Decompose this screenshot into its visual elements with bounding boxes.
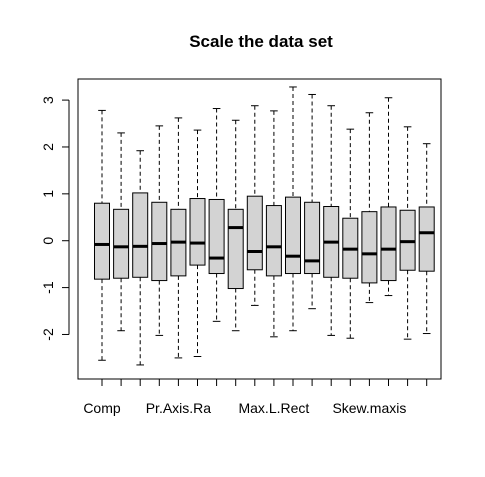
x-axis: Comp Pr.Axis.Ra Max.L.Rect Skew.maxis bbox=[83, 378, 428, 416]
box bbox=[94, 202, 110, 280]
y-tick-label: 1 bbox=[40, 190, 56, 198]
box bbox=[189, 198, 206, 266]
box bbox=[265, 205, 282, 277]
y-axis: -2 -1 0 1 2 3 bbox=[40, 96, 70, 341]
box bbox=[361, 211, 378, 284]
box-series bbox=[94, 86, 435, 366]
y-tick-label: 0 bbox=[40, 237, 56, 245]
box bbox=[304, 201, 321, 275]
box bbox=[113, 208, 130, 279]
chart-title: Scale the data set bbox=[189, 32, 333, 51]
x-tick-label: Max.L.Rect bbox=[238, 400, 309, 416]
box bbox=[132, 192, 149, 278]
box bbox=[380, 206, 397, 282]
box bbox=[208, 198, 225, 275]
box bbox=[151, 201, 168, 282]
x-tick-label: Skew.maxis bbox=[332, 400, 406, 416]
y-tick-label: -2 bbox=[40, 328, 56, 341]
x-tick-label: Pr.Axis.Ra bbox=[146, 400, 212, 416]
y-tick-label: 2 bbox=[40, 143, 56, 151]
box bbox=[285, 196, 301, 275]
y-tick-label: -1 bbox=[40, 281, 56, 294]
box bbox=[246, 195, 263, 271]
box bbox=[227, 208, 244, 290]
y-tick-label: 3 bbox=[40, 96, 56, 104]
x-tick-label: Comp bbox=[83, 400, 121, 416]
box bbox=[418, 206, 435, 272]
